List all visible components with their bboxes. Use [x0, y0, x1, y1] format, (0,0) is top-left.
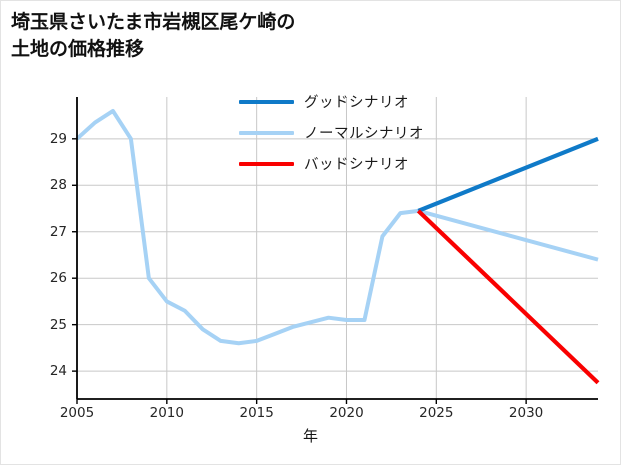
x-axis-title: 年 — [302, 427, 318, 445]
x-tick-label: 2005 — [59, 405, 95, 421]
axis-lines — [76, 97, 598, 400]
y-tick-label: 25 — [49, 316, 67, 333]
chart-title: 埼玉県さいたま市岩槻区尾ケ崎の 土地の価格推移 — [11, 11, 296, 60]
legend-item-bad: バッドシナリオ — [239, 153, 424, 174]
y-tick-label: 28 — [49, 177, 67, 194]
legend-label-bad: バッドシナリオ — [304, 157, 409, 173]
y-tick-label: 26 — [49, 270, 67, 287]
gridlines — [77, 97, 598, 399]
legend-item-good: グッドシナリオ — [239, 91, 424, 112]
series-lines — [75, 108, 600, 385]
series-line-bad — [416, 209, 600, 385]
chart-legend: グッドシナリオ ノーマルシナリオ バッドシナリオ — [239, 91, 424, 174]
legend-swatch-good — [239, 99, 294, 104]
legend-label-normal: ノーマルシナリオ — [304, 126, 424, 142]
y-tick-label: 29 — [49, 130, 67, 147]
y-tick-label: 27 — [49, 223, 67, 240]
x-tick-label: 2010 — [149, 405, 184, 421]
series-line-normal — [75, 108, 599, 346]
series-line-good — [417, 136, 599, 213]
x-tick-label: 2015 — [239, 405, 274, 421]
x-tick-label: 2020 — [329, 405, 364, 421]
x-tick-label: 2025 — [419, 405, 454, 421]
y-tick-label: 24 — [49, 363, 67, 380]
legend-item-normal: ノーマルシナリオ — [239, 122, 424, 143]
x-tick-label: 2030 — [508, 405, 544, 421]
legend-label-good: グッドシナリオ — [304, 95, 409, 111]
legend-swatch-normal — [239, 130, 294, 135]
legend-swatch-bad — [239, 161, 294, 166]
tick-marks — [72, 138, 527, 404]
